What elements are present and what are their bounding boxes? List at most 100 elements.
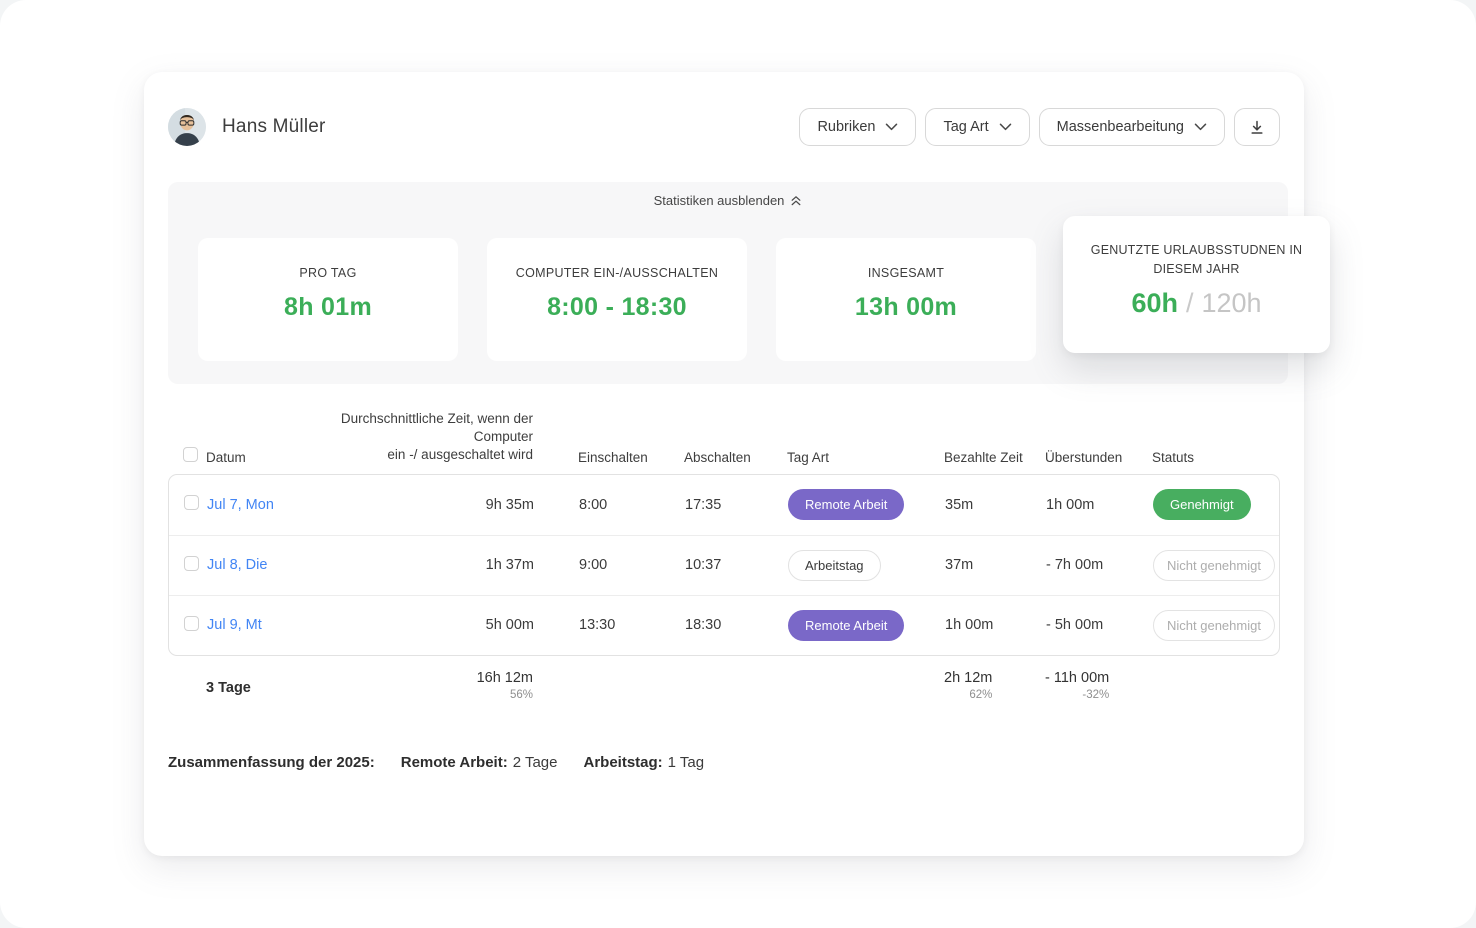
cell-bezahlte-zeit: 37m xyxy=(945,557,974,574)
vacation-label-line1: GENUTZTE URLAUBSSTUDNEN IN xyxy=(1090,243,1303,257)
year-summary-title: Zusammenfassung der 2025: xyxy=(168,753,375,771)
summary-overtime-total: - 11h 00m xyxy=(1045,669,1110,686)
cell-abschalten: 17:35 xyxy=(685,496,722,513)
cell-avg-time: 9h 35m xyxy=(485,496,534,513)
table-body: Jul 7, Mon 9h 35m 8:00 17:35 Remote Arbe… xyxy=(168,473,1280,656)
remote-arbeit-value: 2 Tage xyxy=(512,753,558,771)
summary-overtime: - 11h 00m -32% xyxy=(1045,670,1109,702)
arbeitstag-value: 1 Tag xyxy=(667,753,705,771)
stat-value: 13h 00m xyxy=(854,293,958,321)
download-icon xyxy=(1249,119,1265,136)
summary-paid-time: 2h 12m 62% xyxy=(944,670,992,702)
summary-avg-total: 16h 12m xyxy=(476,669,533,686)
chevron-down-icon xyxy=(999,123,1012,131)
rubriken-label: Rubriken xyxy=(817,119,876,135)
main-card: Hans Müller Rubriken Tag Art Massenbearb… xyxy=(144,72,1330,856)
tag-art-label: Tag Art xyxy=(943,119,989,135)
tag-art-dropdown[interactable]: Tag Art xyxy=(925,108,1030,146)
stat-value: 8h 01m xyxy=(284,293,372,321)
stat-card-computer-onoff: COMPUTER EIN-/AUSSCHALTEN 8:00 - 18:30 xyxy=(487,238,747,361)
status-badge[interactable]: Nicht genehmigt xyxy=(1153,609,1275,641)
status-badge[interactable]: Nicht genehmigt xyxy=(1153,549,1275,581)
cell-bezahlte-zeit: 1h 00m xyxy=(945,617,994,634)
vacation-total: 120h xyxy=(1201,287,1262,318)
table-header: Datum Durchschnittliche Zeit, wenn der C… xyxy=(168,410,1280,474)
vacation-value: 60h / 120h xyxy=(1131,288,1261,319)
date-link[interactable]: Jul 9, Mt xyxy=(207,617,262,634)
date-link[interactable]: Jul 8, Die xyxy=(207,557,268,574)
year-summary: Zusammenfassung der 2025: Remote Arbeit:… xyxy=(168,754,1280,771)
header-ueberstunden: Überstunden xyxy=(1045,449,1123,465)
tag-art-badge[interactable]: Remote Arbeit xyxy=(788,489,905,521)
statistics-toggle[interactable]: Statistiken ausblenden xyxy=(654,193,803,208)
table-row: Jul 8, Die 1h 37m 9:00 10:37 Arbeitstag … xyxy=(169,534,1279,595)
date-link[interactable]: Jul 7, Mon xyxy=(207,496,274,513)
cell-einschalten: 9:00 xyxy=(579,557,608,574)
row-checkbox[interactable] xyxy=(184,555,199,571)
status-badge[interactable]: Genehmigt xyxy=(1153,489,1251,521)
cell-avg-time: 5h 00m xyxy=(485,617,534,634)
cell-bezahlte-zeit: 35m xyxy=(945,496,974,513)
cell-abschalten: 18:30 xyxy=(685,617,722,634)
year-summary-workday: Arbeitstag: 1 Tag xyxy=(583,754,704,771)
tag-art-badge[interactable]: Arbeitstag xyxy=(788,549,881,581)
cell-ueberstunden: - 5h 00m xyxy=(1046,617,1104,634)
header-tag-art: Tag Art xyxy=(787,449,830,465)
header-bezahlte-zeit: Bezahlte Zeit xyxy=(944,449,1023,465)
summary-overtime-percent: -32% xyxy=(1082,688,1110,701)
select-all-checkbox[interactable] xyxy=(183,446,198,462)
avatar-photo xyxy=(168,108,206,146)
summary-avg-percent: 56% xyxy=(509,688,533,701)
stat-cards: PRO TAG 8h 01m COMPUTER EIN-/AUSSCHALTEN… xyxy=(168,238,1288,361)
stat-label: INSGESAMT xyxy=(867,266,945,280)
chevrons-up-icon xyxy=(790,195,802,207)
user-name: Hans Müller xyxy=(222,116,326,137)
statistics-panel: Statistiken ausblenden PRO TAG 8h 01m CO… xyxy=(168,182,1330,384)
toolbar-actions: Rubriken Tag Art Massenbearbeitung xyxy=(799,108,1280,146)
statistics-toggle-label: Statistiken ausblenden xyxy=(653,193,785,208)
massenbearbeitung-label: Massenbearbeitung xyxy=(1056,119,1184,135)
download-button[interactable] xyxy=(1234,108,1280,146)
vacation-card-label: GENUTZTE URLAUBSSTUDNEN IN DIESEM JAHR xyxy=(1071,241,1322,280)
vacation-separator: / xyxy=(1185,287,1194,318)
rubriken-dropdown[interactable]: Rubriken xyxy=(799,108,917,146)
stat-label: PRO TAG xyxy=(299,266,357,280)
chevron-down-icon xyxy=(1194,123,1207,131)
table-summary-row: 3 Tage 16h 12m 56% 2h 12m 62% - 11h 00m xyxy=(168,670,1280,702)
cell-einschalten: 13:30 xyxy=(579,617,616,634)
header-avg-line1: Durchschnittliche Zeit, wenn der Compute… xyxy=(340,411,533,445)
remote-arbeit-label: Remote Arbeit: xyxy=(400,753,508,771)
header-avg-line2: ein -/ ausgeschaltet wird xyxy=(387,447,533,463)
cell-einschalten: 8:00 xyxy=(579,496,608,513)
user-profile: Hans Müller xyxy=(168,108,326,146)
arbeitstag-label: Arbeitstag: xyxy=(583,753,663,771)
cell-abschalten: 10:37 xyxy=(685,557,722,574)
chevron-down-icon xyxy=(885,123,898,131)
topbar: Hans Müller Rubriken Tag Art Massenbearb… xyxy=(168,108,1280,146)
stat-label: COMPUTER EIN-/AUSSCHALTEN xyxy=(515,266,719,280)
header-status: Statuts xyxy=(1152,449,1195,465)
header-avg-time: Durchschnittliche Zeit, wenn der Compute… xyxy=(296,410,533,465)
stat-value: 8:00 - 18:30 xyxy=(547,293,687,321)
vacation-hours-card: GENUTZTE URLAUBSSTUDNEN IN DIESEM JAHR 6… xyxy=(1063,216,1330,353)
cell-avg-time: 1h 37m xyxy=(485,557,534,574)
table-row: Jul 7, Mon 9h 35m 8:00 17:35 Remote Arbe… xyxy=(169,475,1279,535)
summary-paid-total: 2h 12m xyxy=(944,669,993,686)
vacation-used: 60h xyxy=(1131,287,1178,318)
massenbearbeitung-dropdown[interactable]: Massenbearbeitung xyxy=(1038,108,1225,146)
vacation-label-line2: DIESEM JAHR xyxy=(1153,262,1240,277)
summary-paid-percent: 62% xyxy=(969,688,993,701)
cell-ueberstunden: - 7h 00m xyxy=(1046,557,1104,574)
row-checkbox[interactable] xyxy=(184,495,199,511)
avatar xyxy=(168,108,206,146)
row-checkbox[interactable] xyxy=(184,615,199,631)
tag-art-badge[interactable]: Remote Arbeit xyxy=(788,609,905,641)
table-row: Jul 9, Mt 5h 00m 13:30 18:30 Remote Arbe… xyxy=(169,594,1279,655)
header-einschalten: Einschalten xyxy=(578,449,648,465)
stat-card-insgesamt: INSGESAMT 13h 00m xyxy=(776,238,1036,361)
summary-days: 3 Tage xyxy=(206,679,251,696)
header-datum: Datum xyxy=(206,449,246,465)
cell-ueberstunden: 1h 00m xyxy=(1046,496,1095,513)
year-summary-remote: Remote Arbeit: 2 Tage xyxy=(401,754,558,771)
